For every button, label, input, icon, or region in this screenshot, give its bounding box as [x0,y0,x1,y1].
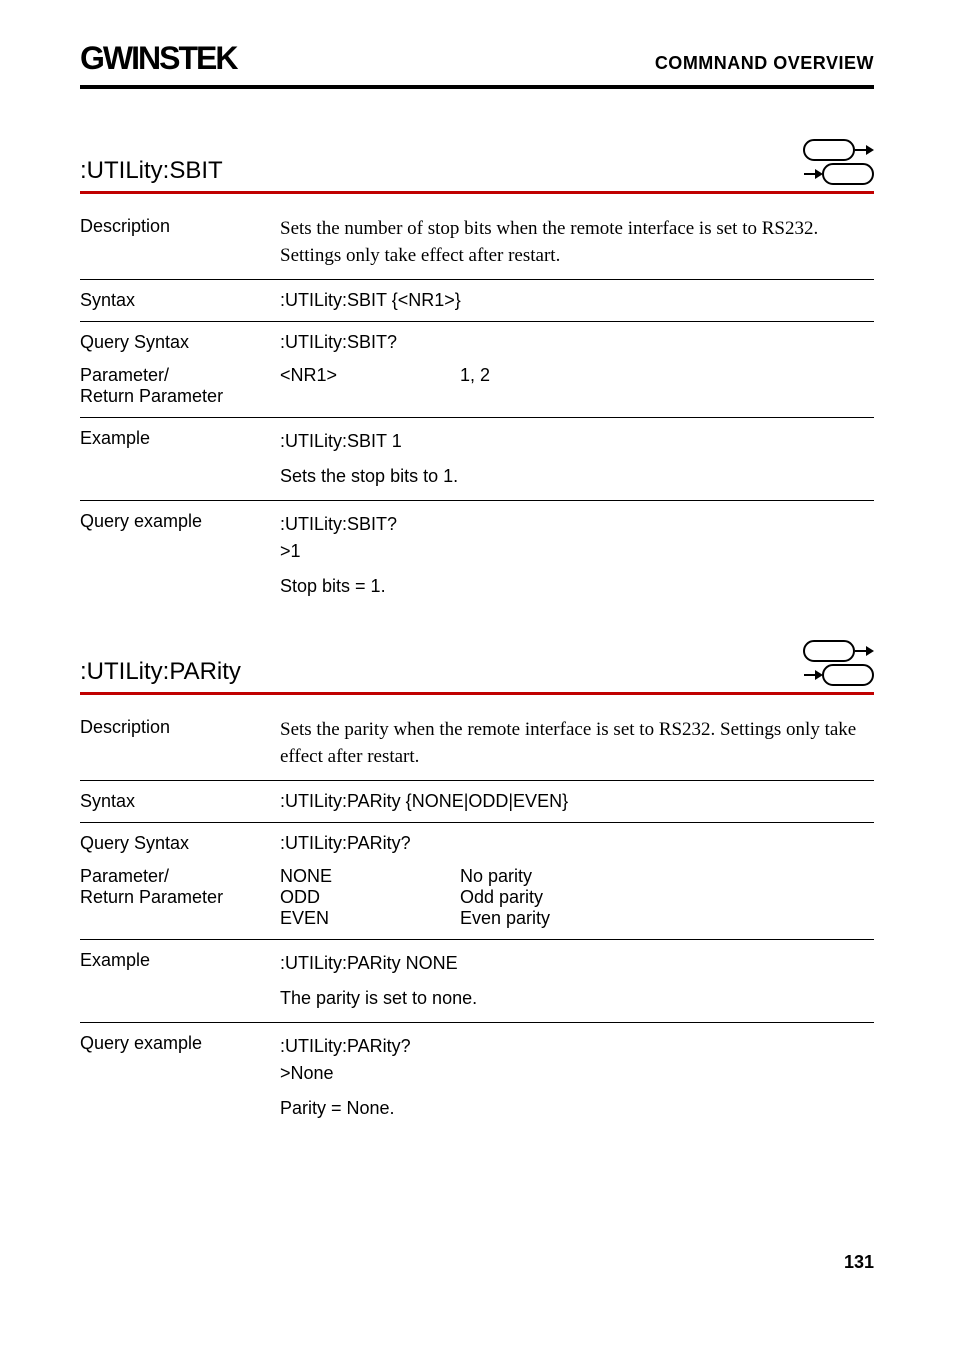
set-icon [803,640,874,662]
query-example-command: :UTILity:PARity? [280,1033,874,1060]
example-explanation: The parity is set to none. [280,985,874,1012]
query-example-row: Query example :UTILity:SBIT? >1 Stop bit… [80,501,874,610]
query-syntax-text: :UTILity:PARity? [280,833,874,854]
parameter-row: Parameter/ Return Parameter NONE No pari… [80,856,874,940]
description-label: Description [80,216,280,269]
query-example-label: Query example [80,1033,280,1122]
parameter-label: Parameter/ Return Parameter [80,866,280,929]
query-syntax-label: Query Syntax [80,833,280,854]
section-header-parity: :UTILity:PARity [80,640,874,695]
parameter-values: NONE No parity ODD Odd parity EVEN Even … [280,866,874,929]
param-key-3: EVEN [280,908,460,929]
query-icon [804,163,874,185]
example-explanation: Sets the stop bits to 1. [280,463,874,490]
description-text: Sets the number of stop bits when the re… [280,216,874,269]
param-key: <NR1> [280,365,460,407]
syntax-row: Syntax :UTILity:SBIT {<NR1>} [80,280,874,322]
query-example-command: :UTILity:SBIT? [280,511,874,538]
set-icon [803,139,874,161]
query-icon [804,664,874,686]
set-query-icon [803,139,874,185]
example-row: Example :UTILity:PARity NONE The parity … [80,940,874,1023]
query-example-response: >1 [280,538,874,565]
query-syntax-row: Query Syntax :UTILity:SBIT? [80,322,874,355]
page-number: 131 [80,1252,874,1273]
example-command: :UTILity:SBIT 1 [280,428,874,455]
param-value-3: Even parity [460,908,874,929]
parameter-row: Parameter/ Return Parameter <NR1> 1, 2 [80,355,874,418]
syntax-label: Syntax [80,290,280,311]
query-example-response: >None [280,1060,874,1087]
syntax-text: :UTILity:SBIT {<NR1>} [280,290,874,311]
query-example-content: :UTILity:SBIT? >1 Stop bits = 1. [280,511,874,600]
example-label: Example [80,950,280,1012]
section-header-sbit: :UTILity:SBIT [80,139,874,194]
example-row: Example :UTILity:SBIT 1 Sets the stop bi… [80,418,874,501]
query-syntax-text: :UTILity:SBIT? [280,332,874,353]
description-row: Description Sets the parity when the rem… [80,707,874,781]
syntax-row: Syntax :UTILity:PARity {NONE|ODD|EVEN} [80,781,874,823]
syntax-text: :UTILity:PARity {NONE|ODD|EVEN} [280,791,874,812]
query-example-content: :UTILity:PARity? >None Parity = None. [280,1033,874,1122]
query-example-row: Query example :UTILity:PARity? >None Par… [80,1023,874,1132]
example-label: Example [80,428,280,490]
param-key-1: NONE [280,866,460,887]
param-value-1: No parity [460,866,874,887]
query-example-label: Query example [80,511,280,600]
parameter-values: <NR1> 1, 2 [280,365,874,407]
page-header: GWINSTEK COMMNAND OVERVIEW [80,40,874,89]
query-syntax-label: Query Syntax [80,332,280,353]
description-text: Sets the parity when the remote interfac… [280,717,874,770]
param-value-2: Odd parity [460,887,874,908]
set-query-icon [803,640,874,686]
example-content: :UTILity:PARity NONE The parity is set t… [280,950,874,1012]
query-example-explanation: Parity = None. [280,1095,874,1122]
param-key-2: ODD [280,887,460,908]
query-syntax-row: Query Syntax :UTILity:PARity? [80,823,874,856]
section-title: :UTILity:PARity [80,658,241,686]
example-content: :UTILity:SBIT 1 Sets the stop bits to 1. [280,428,874,490]
section-title: :UTILity:SBIT [80,157,223,185]
query-example-explanation: Stop bits = 1. [280,573,874,600]
logo: GWINSTEK [80,40,236,77]
example-command: :UTILity:PARity NONE [280,950,874,977]
param-value: 1, 2 [460,365,874,407]
parameter-label: Parameter/ Return Parameter [80,365,280,407]
description-label: Description [80,717,280,770]
syntax-label: Syntax [80,791,280,812]
description-row: Description Sets the number of stop bits… [80,206,874,280]
header-section-title: COMMNAND OVERVIEW [655,53,874,74]
